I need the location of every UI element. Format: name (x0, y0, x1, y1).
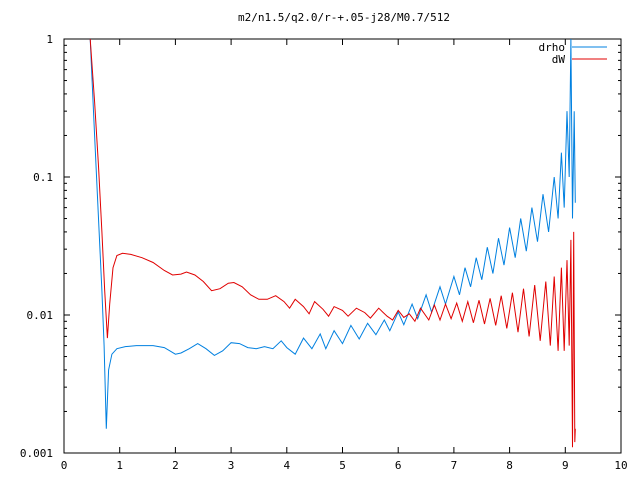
axes: 0 1 2 3 4 5 6 7 8 9 10 0.001 0.01 0.1 1 (20, 33, 628, 472)
x-tick-label: 6 (395, 459, 402, 472)
y-tick-label: 1 (46, 33, 53, 46)
series (89, 39, 576, 448)
x-tick-label: 10 (614, 459, 627, 472)
x-tick-label: 0 (61, 459, 68, 472)
x-tick-label: 1 (116, 459, 123, 472)
x-tick-label: 7 (451, 459, 458, 472)
plot-area-frame (63, 38, 622, 454)
x-tick-label: 8 (506, 459, 513, 472)
series-line-drho (89, 39, 576, 429)
y-tick-label: 0.01 (27, 309, 54, 322)
x-tick-label: 5 (339, 459, 346, 472)
legend-label-drho: drho (539, 41, 566, 54)
legend-label-dW: dW (552, 53, 566, 66)
x-tick-label: 2 (172, 459, 179, 472)
series-line-dW (89, 39, 576, 448)
x-tick-label: 9 (562, 459, 569, 472)
y-tick-label: 0.001 (20, 447, 53, 460)
y-tick-label: 0.1 (33, 171, 53, 184)
chart-title: m2/n1.5/q2.0/r-+.05-j28/M0.7/512 (238, 11, 450, 24)
x-tick-label: 4 (283, 459, 290, 472)
x-tick-label: 3 (228, 459, 235, 472)
